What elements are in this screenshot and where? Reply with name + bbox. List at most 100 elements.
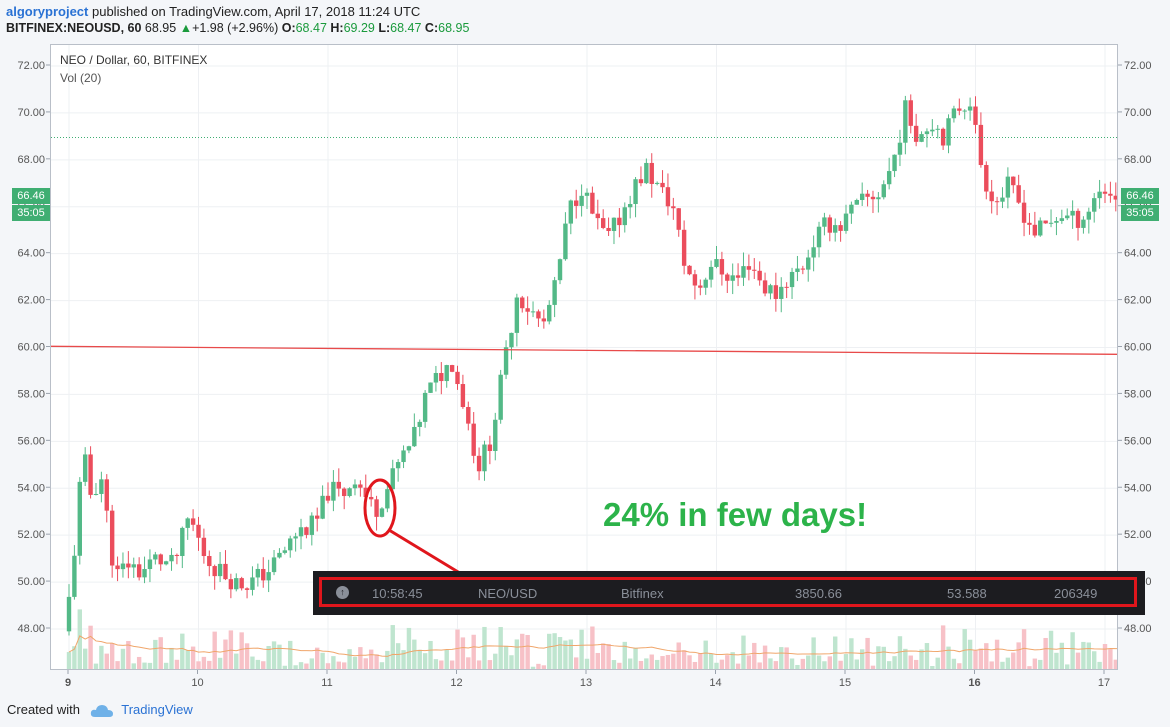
volume-bar xyxy=(1059,642,1065,669)
tradingview-cloud-icon xyxy=(90,704,113,717)
candle-down xyxy=(838,225,843,231)
candle-up xyxy=(822,217,827,227)
y-tick-left: 48.00 xyxy=(17,623,45,635)
candle-up xyxy=(444,365,449,382)
volume-bar xyxy=(876,646,881,669)
volume-bar xyxy=(271,641,277,669)
price-badge-right: 66.46 xyxy=(1121,188,1159,204)
candle-down xyxy=(261,568,266,581)
candle-down xyxy=(174,554,180,557)
countdown-badge-right: 35:05 xyxy=(1121,205,1159,221)
volume-bar xyxy=(514,639,520,669)
volume-bar xyxy=(250,656,255,669)
candle-down xyxy=(1027,222,1032,225)
price-chart[interactable] xyxy=(51,45,1118,670)
candle-down xyxy=(595,213,600,219)
candle-down xyxy=(115,565,120,570)
volume-bar xyxy=(676,642,681,669)
candle-up xyxy=(779,286,784,299)
candle-down xyxy=(746,266,752,270)
volume-bar xyxy=(892,656,897,669)
candle-up xyxy=(352,484,358,489)
candle-down xyxy=(541,318,547,322)
y-tick-right: 56.00 xyxy=(1124,435,1152,447)
close-value: 68.95 xyxy=(438,21,470,35)
created-with-text: Created with xyxy=(7,702,80,717)
candle-up xyxy=(234,578,239,590)
volume-bar xyxy=(358,647,363,669)
candle-down xyxy=(341,488,347,497)
volume-bar xyxy=(606,644,611,669)
volume-bar xyxy=(174,659,180,669)
high-label: H: xyxy=(330,21,344,35)
candle-down xyxy=(865,193,870,197)
volume-bar xyxy=(449,660,455,669)
candle-up xyxy=(401,450,406,463)
trend-line xyxy=(51,345,1117,355)
volume-bar xyxy=(255,659,261,669)
candle-up xyxy=(428,382,433,393)
volume-bar xyxy=(762,645,768,669)
candle-down xyxy=(460,384,466,408)
volume-bar xyxy=(865,637,870,669)
volume-bar xyxy=(282,665,288,669)
volume-bar xyxy=(196,661,201,669)
candle-down xyxy=(368,496,374,500)
y-tick-left: 56.00 xyxy=(17,435,45,447)
volume-bar xyxy=(390,625,395,669)
candle-up xyxy=(514,297,520,333)
volume-bar xyxy=(1070,632,1075,669)
y-tick-right: 60.00 xyxy=(1124,342,1152,354)
volume-bar xyxy=(1021,629,1027,669)
volume-bar xyxy=(1065,664,1070,669)
volume-bar xyxy=(779,647,784,669)
chart-pane[interactable] xyxy=(50,44,1118,670)
volume-bar xyxy=(708,653,714,669)
candle-down xyxy=(325,495,331,501)
volume-bar xyxy=(482,626,487,669)
y-tick-left: 50.00 xyxy=(17,576,45,588)
volume-bar xyxy=(169,647,174,669)
candle-down xyxy=(940,128,946,146)
candle-down xyxy=(471,423,476,456)
author-link[interactable]: algoryproject xyxy=(6,4,89,19)
volume-bar xyxy=(385,650,390,669)
candle-up xyxy=(886,171,892,185)
candle-up xyxy=(843,213,849,231)
candle-up xyxy=(967,106,973,111)
candle-down xyxy=(617,217,622,226)
candle-down xyxy=(994,201,1000,203)
volume-bar xyxy=(115,661,120,669)
x-tick-label: 9 xyxy=(65,677,71,689)
candle-up xyxy=(622,207,627,226)
candle-down xyxy=(638,179,644,184)
candle-down xyxy=(212,566,217,577)
candle-up xyxy=(331,481,336,501)
candle-up xyxy=(82,454,88,482)
candle-up xyxy=(568,200,574,224)
volume-bar xyxy=(806,655,811,669)
volume-bar xyxy=(584,658,590,669)
candle-up xyxy=(277,552,282,558)
candle-down xyxy=(725,274,730,281)
candle-up xyxy=(833,225,838,233)
volume-bar xyxy=(536,663,541,669)
volume-bar xyxy=(746,655,752,669)
volume-bar xyxy=(838,660,843,669)
candle-up xyxy=(633,179,638,205)
volume-bar xyxy=(368,649,374,669)
candle-up xyxy=(654,182,660,184)
tradingview-link[interactable]: TradingView xyxy=(121,702,193,717)
volume-bar xyxy=(298,662,304,669)
candle-up xyxy=(271,557,277,573)
candle-down xyxy=(800,268,806,270)
volume-bar xyxy=(293,665,298,669)
volume-bar xyxy=(967,639,973,669)
y-tick-left: 58.00 xyxy=(17,388,45,400)
candle-up xyxy=(1038,220,1043,236)
volume-bar xyxy=(363,658,368,669)
candle-up xyxy=(93,493,99,495)
volume-bar xyxy=(930,666,935,669)
y-tick-right: 72.00 xyxy=(1124,60,1152,72)
candle-down xyxy=(574,200,579,206)
